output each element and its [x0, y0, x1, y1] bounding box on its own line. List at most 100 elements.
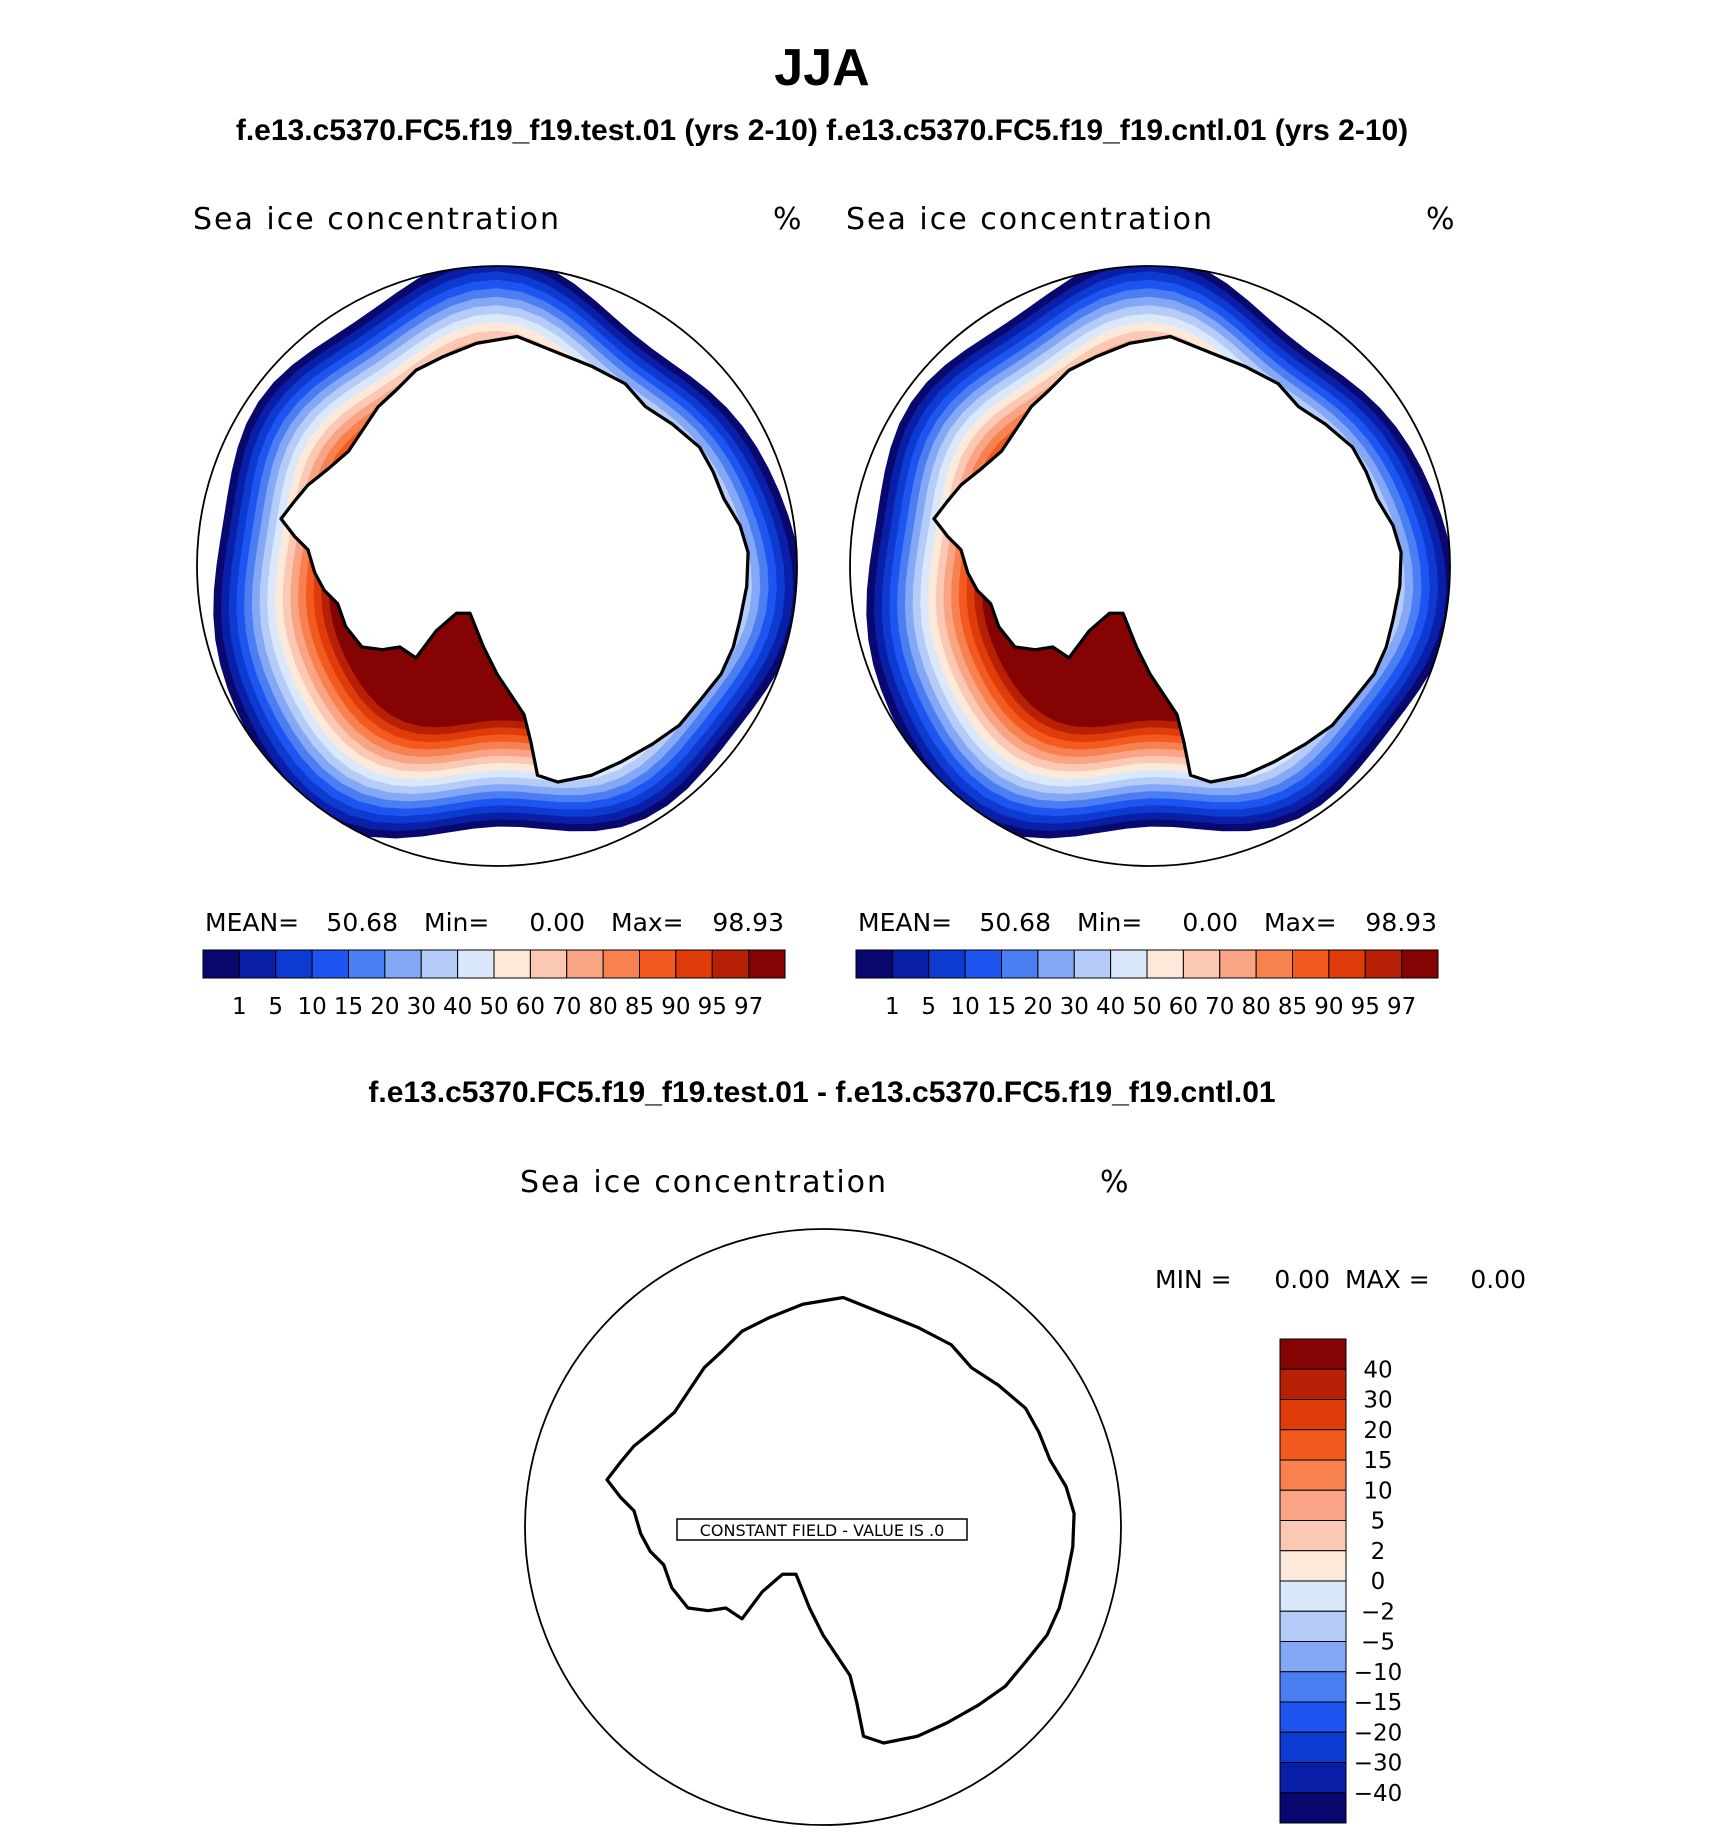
colorbar-tick-label: 10	[950, 994, 979, 1020]
figure-title: JJA	[774, 39, 869, 97]
colorbar-swatch	[384, 949, 422, 979]
right-max-value: 98.93	[1365, 908, 1437, 937]
colorbar-swatch	[1279, 1792, 1347, 1824]
difference-map-boundary	[524, 1228, 1122, 1826]
left-min-label: Min=	[424, 908, 489, 937]
colorbar-swatch	[1219, 949, 1257, 979]
colorbar-swatch	[1279, 1731, 1347, 1763]
colorbar-swatch	[420, 949, 459, 979]
left-max-label: Max=	[611, 908, 684, 937]
left-max-value: 98.93	[712, 908, 784, 937]
right-max-label: Max=	[1264, 908, 1337, 937]
colorbar-swatch	[602, 949, 640, 979]
colorbar-swatch	[1279, 1429, 1347, 1461]
right-panel: Sea ice concentration % MEAN= 50.68 Min=…	[846, 202, 1455, 1020]
colorbar-swatch	[1279, 1610, 1347, 1642]
left-min-value: 0.00	[529, 908, 585, 937]
colorbar-tick-label: 1	[885, 994, 900, 1020]
difference-max-value: 0.00	[1470, 1265, 1526, 1294]
colorbar-swatch	[1037, 949, 1075, 979]
colorbar-swatch	[1279, 1489, 1347, 1521]
colorbar-swatch	[1279, 1550, 1347, 1582]
difference-units-label: %	[1100, 1165, 1129, 1200]
colorbar-tick-label: 90	[1314, 994, 1343, 1020]
colorbar-tick-label: 95	[698, 994, 727, 1020]
colorbar-tick-label: 40	[1096, 994, 1125, 1020]
colorbar-tick-label: −20	[1354, 1720, 1403, 1746]
colorbar-tick-label: 20	[370, 994, 399, 1020]
colorbar-swatch	[202, 949, 240, 979]
colorbar-swatch	[1279, 1368, 1347, 1400]
colorbar-swatch	[1292, 949, 1330, 979]
left-panel: Sea ice concentration % MEAN= 50.68 Min=…	[193, 202, 802, 1020]
colorbar-tick-label: 60	[516, 994, 545, 1020]
colorbar-swatch	[1279, 1399, 1347, 1431]
colorbar-swatch	[928, 949, 966, 979]
colorbar-tick-label: 10	[297, 994, 326, 1020]
colorbar-swatch	[711, 949, 750, 979]
colorbar-tick-label: 85	[625, 994, 654, 1020]
right-mean-value: 50.68	[979, 908, 1051, 937]
difference-panel: f.e13.c5370.FC5.f19_f19.test.01 - f.e13.…	[368, 1076, 1526, 1826]
colorbar-swatch	[1279, 1641, 1347, 1673]
difference-min-value: 0.00	[1274, 1265, 1330, 1294]
colorbar-tick-label: −30	[1354, 1751, 1403, 1777]
colorbar-swatch	[311, 949, 349, 979]
colorbar-tick-label: 5	[1371, 1509, 1386, 1535]
colorbar-swatch	[238, 949, 277, 979]
colorbar-swatch	[748, 949, 786, 979]
difference-min-label: MIN =	[1155, 1265, 1232, 1294]
colorbar-tick-label: 30	[407, 994, 436, 1020]
colorbar-tick-label: 80	[588, 994, 617, 1020]
colorbar-swatch	[1279, 1671, 1347, 1703]
left-map-boundary	[196, 265, 798, 867]
colorbar-swatch	[1146, 949, 1184, 979]
colorbar-tick-label: 70	[1205, 994, 1234, 1020]
constant-field-box	[676, 1518, 968, 1541]
figure-subtitle: f.e13.c5370.FC5.f19_f19.test.01 (yrs 2-1…	[236, 114, 1408, 147]
colorbar-tick-label: −15	[1354, 1690, 1403, 1716]
colorbar-tick-label: 20	[1023, 994, 1052, 1020]
colorbar-swatch	[639, 949, 677, 979]
colorbar-tick-label: 0	[1371, 1569, 1386, 1595]
colorbar-tick-label: 15	[1363, 1448, 1392, 1474]
right-colorbar: 1 5 10 15 20 30 40 50 60 70 80 85 90 95 97	[855, 949, 1439, 1020]
colorbar-tick-label: 1	[232, 994, 247, 1020]
colorbar-swatch	[1073, 949, 1112, 979]
right-map-boundary	[849, 265, 1451, 867]
colorbar-swatch	[1279, 1520, 1347, 1552]
colorbar-tick-label: 60	[1169, 994, 1198, 1020]
colorbar-swatch	[348, 949, 386, 979]
colorbar-tick-label: −5	[1361, 1630, 1395, 1656]
right-min-value: 0.00	[1182, 908, 1238, 937]
colorbar-tick-label: 70	[552, 994, 581, 1020]
colorbar-swatch	[1279, 1762, 1347, 1794]
colorbar-swatch	[566, 949, 604, 979]
colorbar-swatch	[675, 949, 713, 979]
colorbar-swatch	[1279, 1459, 1347, 1491]
colorbar-tick-label: 97	[1387, 994, 1416, 1020]
colorbar-swatch	[855, 949, 893, 979]
colorbar-tick-label: 20	[1363, 1418, 1392, 1444]
colorbar-swatch	[1110, 949, 1148, 979]
colorbar-tick-label: 30	[1060, 994, 1089, 1020]
right-variable-label: Sea ice concentration	[846, 202, 1214, 237]
left-mean-value: 50.68	[326, 908, 398, 937]
colorbar-swatch	[1328, 949, 1366, 979]
colorbar-tick-label: 5	[268, 994, 283, 1020]
colorbar-tick-label: −10	[1354, 1660, 1403, 1686]
colorbar-swatch	[964, 949, 1002, 979]
colorbar-tick-label: 10	[1363, 1478, 1392, 1504]
colorbar-swatch	[275, 949, 313, 979]
colorbar-tick-label: 5	[921, 994, 936, 1020]
right-map	[866, 266, 1450, 839]
right-mean-label: MEAN=	[858, 908, 952, 937]
colorbar-tick-label: 40	[443, 994, 472, 1020]
colorbar-tick-label: 50	[1132, 994, 1161, 1020]
difference-title: f.e13.c5370.FC5.f19_f19.test.01 - f.e13.…	[368, 1076, 1275, 1109]
colorbar-tick-label: 50	[479, 994, 508, 1020]
left-variable-label: Sea ice concentration	[193, 202, 561, 237]
colorbar-tick-label: 2	[1371, 1539, 1386, 1565]
